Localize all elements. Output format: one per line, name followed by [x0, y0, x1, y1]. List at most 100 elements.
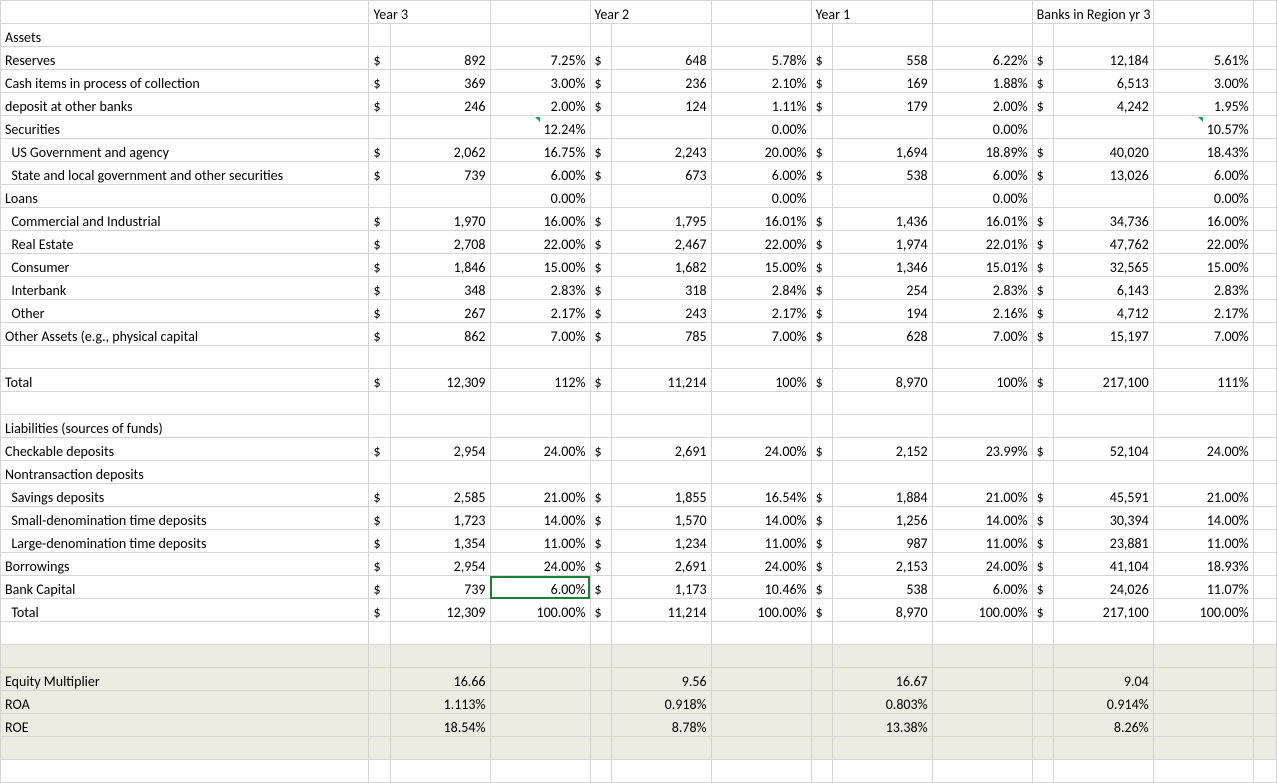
row-label[interactable]: Total: [1, 369, 369, 392]
rg-value[interactable]: 4,712: [1053, 300, 1153, 323]
y2-value[interactable]: 236: [611, 70, 711, 93]
y3-percent[interactable]: 6.00%: [490, 162, 590, 185]
y2-currency[interactable]: $: [590, 254, 611, 277]
row-label[interactable]: Small-denomination time deposits: [1, 507, 369, 530]
rg-percent[interactable]: 15.00%: [1153, 254, 1253, 277]
y3-value[interactable]: 739: [390, 162, 490, 185]
metric-value[interactable]: 1.113%: [390, 691, 490, 714]
y1-currency[interactable]: $: [811, 277, 832, 300]
y1-value[interactable]: 538: [832, 162, 932, 185]
y2-percent[interactable]: 2.17%: [711, 300, 811, 323]
metric-value[interactable]: 16.66: [390, 668, 490, 691]
y1-value[interactable]: 1,694: [832, 139, 932, 162]
rg-currency[interactable]: $: [1032, 530, 1053, 553]
y3-currency[interactable]: [369, 116, 390, 139]
y3-currency[interactable]: $: [369, 93, 390, 116]
y2-percent[interactable]: 14.00%: [711, 507, 811, 530]
y2-currency[interactable]: $: [590, 507, 611, 530]
y3-value[interactable]: [390, 185, 490, 208]
y3-value[interactable]: 267: [390, 300, 490, 323]
rg-percent[interactable]: 2.17%: [1153, 300, 1253, 323]
y2-value[interactable]: 785: [611, 323, 711, 346]
rg-value[interactable]: 52,104: [1053, 438, 1153, 461]
y3-percent[interactable]: 100.00%: [490, 599, 590, 622]
y2-percent[interactable]: 1.11%: [711, 93, 811, 116]
rg-value[interactable]: 47,762: [1053, 231, 1153, 254]
row-label[interactable]: US Government and agency: [1, 139, 369, 162]
rg-percent[interactable]: 1.95%: [1153, 93, 1253, 116]
y1-currency[interactable]: $: [811, 93, 832, 116]
y2-value[interactable]: 1,173: [611, 576, 711, 599]
y1-currency[interactable]: $: [811, 553, 832, 576]
y1-value[interactable]: 179: [832, 93, 932, 116]
rg-value[interactable]: [1053, 185, 1153, 208]
y1-percent[interactable]: 0.00%: [932, 185, 1032, 208]
y2-percent[interactable]: 0.00%: [711, 116, 811, 139]
y3-value[interactable]: 2,708: [390, 231, 490, 254]
y3-percent[interactable]: 14.00%: [490, 507, 590, 530]
row-label[interactable]: Other Assets (e.g., physical capital: [1, 323, 369, 346]
rg-percent[interactable]: 0.00%: [1153, 185, 1253, 208]
rg-value[interactable]: 15,197: [1053, 323, 1153, 346]
metric-value[interactable]: 9.04: [1053, 668, 1153, 691]
row-label[interactable]: [1, 760, 369, 783]
y2-percent[interactable]: 2.84%: [711, 277, 811, 300]
y1-currency[interactable]: $: [811, 300, 832, 323]
y2-percent[interactable]: 11.00%: [711, 530, 811, 553]
rg-percent[interactable]: 21.00%: [1153, 484, 1253, 507]
y3-currency[interactable]: $: [369, 47, 390, 70]
rg-percent[interactable]: 7.00%: [1153, 323, 1253, 346]
rg-percent[interactable]: 11.07%: [1153, 576, 1253, 599]
y3-currency[interactable]: $: [369, 139, 390, 162]
y1-currency[interactable]: $: [811, 70, 832, 93]
row-label[interactable]: [1, 645, 369, 668]
y2-currency[interactable]: $: [590, 300, 611, 323]
metric-value[interactable]: 8.26%: [1053, 714, 1153, 737]
y1-value[interactable]: 538: [832, 576, 932, 599]
balance-sheet-table[interactable]: Year 3 Year 2 Year 1 Banks in Region yr …: [0, 0, 1277, 783]
y3-percent[interactable]: 6.00%: [490, 576, 590, 599]
row-label[interactable]: Total: [1, 599, 369, 622]
row-label[interactable]: [1, 737, 369, 760]
y2-value[interactable]: 1,682: [611, 254, 711, 277]
row-label[interactable]: Savings deposits: [1, 484, 369, 507]
y2-percent[interactable]: 5.78%: [711, 47, 811, 70]
y2-value[interactable]: [611, 185, 711, 208]
y2-percent[interactable]: 15.00%: [711, 254, 811, 277]
row-label[interactable]: deposit at other banks: [1, 93, 369, 116]
y3-percent[interactable]: 16.00%: [490, 208, 590, 231]
y1-currency[interactable]: $: [811, 438, 832, 461]
y1-percent[interactable]: 100%: [932, 369, 1032, 392]
y2-currency[interactable]: [590, 185, 611, 208]
y1-currency[interactable]: $: [811, 369, 832, 392]
rg-percent[interactable]: 2.83%: [1153, 277, 1253, 300]
row-label[interactable]: Nontransaction deposits: [1, 461, 369, 484]
y3-percent[interactable]: 21.00%: [490, 484, 590, 507]
y3-currency[interactable]: $: [369, 254, 390, 277]
y1-value[interactable]: 169: [832, 70, 932, 93]
rg-currency[interactable]: $: [1032, 162, 1053, 185]
y2-value[interactable]: 1,795: [611, 208, 711, 231]
y1-percent[interactable]: 6.00%: [932, 576, 1032, 599]
y3-currency[interactable]: $: [369, 369, 390, 392]
y1-currency[interactable]: $: [811, 530, 832, 553]
y3-value[interactable]: 739: [390, 576, 490, 599]
y1-percent[interactable]: 21.00%: [932, 484, 1032, 507]
y2-value[interactable]: 243: [611, 300, 711, 323]
y2-currency[interactable]: $: [590, 323, 611, 346]
y1-percent[interactable]: 1.88%: [932, 70, 1032, 93]
rg-value[interactable]: 6,143: [1053, 277, 1153, 300]
row-label[interactable]: Consumer: [1, 254, 369, 277]
y2-value[interactable]: 673: [611, 162, 711, 185]
y2-currency[interactable]: $: [590, 231, 611, 254]
y1-currency[interactable]: [811, 185, 832, 208]
y3-currency[interactable]: $: [369, 162, 390, 185]
rg-percent[interactable]: 10.57%: [1153, 116, 1253, 139]
y2-currency[interactable]: $: [590, 139, 611, 162]
rg-value[interactable]: 30,394: [1053, 507, 1153, 530]
row-label[interactable]: Reserves: [1, 47, 369, 70]
rg-value[interactable]: 4,242: [1053, 93, 1153, 116]
rg-currency[interactable]: $: [1032, 254, 1053, 277]
y3-percent[interactable]: 2.17%: [490, 300, 590, 323]
y1-value[interactable]: 987: [832, 530, 932, 553]
